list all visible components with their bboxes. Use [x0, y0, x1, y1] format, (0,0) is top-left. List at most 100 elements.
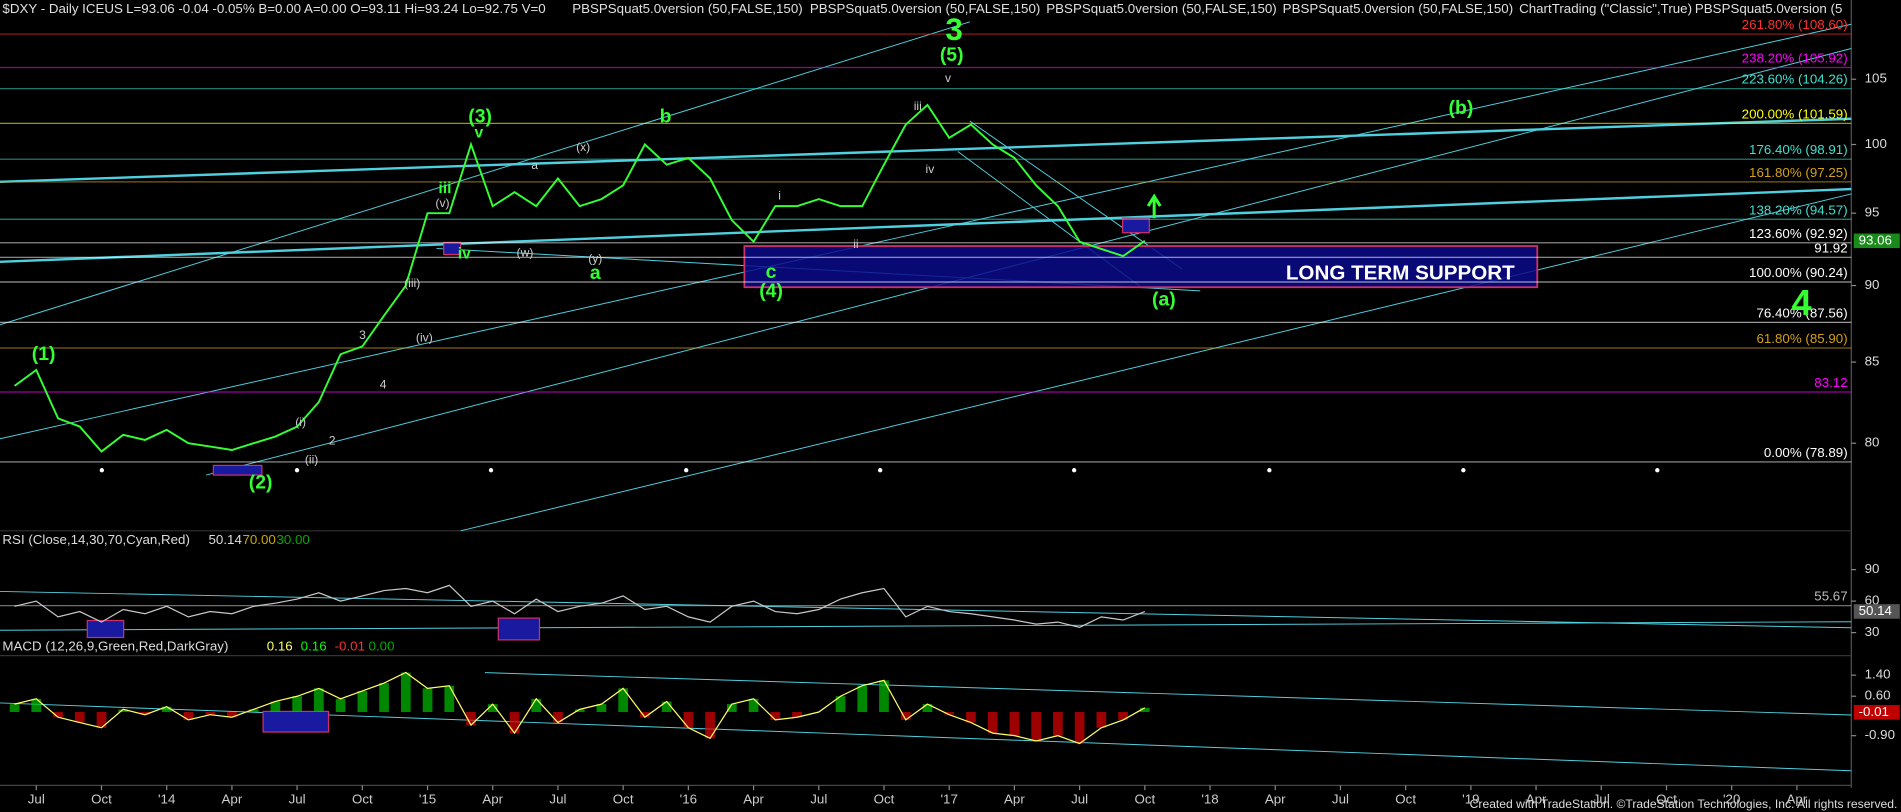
level-label: 123.60% (92.92) [1749, 226, 1848, 241]
y-tick-label: 100 [1865, 136, 1887, 151]
support-zone [743, 245, 1539, 289]
y-tick-label: 1.40 [1865, 667, 1891, 682]
wave-label: (x) [576, 140, 590, 154]
panel-title: RSI (Close,14,30,70,Cyan,Red) [2, 532, 189, 547]
histogram-bar [705, 712, 715, 739]
level-label: 83.12 [1814, 375, 1847, 390]
x-tick-label: Jul [1332, 791, 1349, 806]
wave-label: (a) [1152, 289, 1176, 311]
x-tick-label: Oct [613, 791, 634, 806]
wave-label: (2) [249, 472, 273, 494]
x-tick-label: Oct [1395, 791, 1416, 806]
level-label: 0.00% (78.89) [1764, 445, 1848, 460]
x-tick-label: Jul [289, 791, 306, 806]
wave-label: (b) [1449, 97, 1474, 119]
wave-label: v [475, 124, 484, 141]
histogram-bar [422, 688, 433, 713]
level-label: 223.60% (104.26) [1742, 72, 1848, 87]
wave-label: (i) [295, 415, 306, 429]
y-tick-label: 0.60 [1865, 688, 1891, 703]
x-tick-label: Apr [1526, 791, 1547, 806]
study: PBSPSquat5.0version (50,FALSE,150) [810, 1, 1040, 16]
wave-label: b [660, 106, 672, 128]
wave-label: (1) [32, 343, 56, 365]
histogram-bar [118, 709, 129, 713]
wave-label: ii [853, 237, 858, 251]
y-tick-label: 90 [1865, 277, 1880, 292]
x-tick-label: Jul [1593, 791, 1610, 806]
y-tick-label: -0.90 [1865, 727, 1895, 742]
histogram-bar [400, 672, 411, 713]
level-label: 55.67 [1814, 589, 1847, 604]
wave-label: 4 [1791, 282, 1812, 323]
readout: -0.01 [335, 639, 365, 654]
x-tick-label: '19 [1462, 791, 1479, 806]
x-tick-label: Apr [1787, 791, 1808, 806]
histogram-bar [9, 704, 20, 713]
histogram-bar [531, 698, 542, 713]
histogram-bar [726, 704, 737, 713]
footer: Created with TradeStation. ©TradeStation… [1470, 797, 1898, 811]
histogram-bar [96, 712, 107, 728]
histogram-bar [487, 704, 498, 713]
series-line [14, 671, 1146, 745]
level-label: 76.40% (87.56) [1756, 305, 1847, 320]
wave-label: (v) [435, 196, 449, 210]
histogram-bar [661, 701, 672, 713]
x-tick-label: Apr [743, 791, 764, 806]
wave-label: iii [438, 180, 451, 197]
study: PBSPSquat5.0version (50,FALSE,150) [1283, 1, 1513, 16]
histogram-bar [509, 712, 520, 734]
level-label: 161.80% (97.25) [1749, 165, 1848, 180]
histogram-bar [857, 685, 868, 713]
x-tick-label: Jul [1071, 791, 1088, 806]
quote: L=93.06 -0.04 -0.05% B=0.00 A=0.00 O=93.… [126, 1, 546, 16]
level-label: 91.92 [1814, 240, 1847, 255]
y-tick-label: 90 [1865, 561, 1880, 576]
x-tick-label: Oct [91, 791, 112, 806]
x-tick-label: '17 [941, 791, 958, 806]
histogram-bar [748, 698, 759, 713]
current-value: 50.14 [1859, 603, 1893, 618]
histogram-bar [640, 712, 650, 718]
y-tick-label: 80 [1865, 435, 1880, 450]
highlight-box [262, 710, 330, 733]
level-label: 176.40% (98.91) [1749, 142, 1848, 157]
y-tick-label: 60 [1865, 593, 1880, 608]
readout: 0.16 [301, 639, 327, 654]
histogram-bar [574, 709, 585, 713]
wave-label: i [778, 189, 781, 203]
x-tick-label: Jul [810, 791, 827, 806]
series-line [14, 584, 1146, 628]
x-tick-label: Jul [28, 791, 45, 806]
histogram-bar [161, 706, 172, 713]
x-tick-label: Oct [874, 791, 895, 806]
study: PBSPSquat5.0version (50,FALSE,150) [1046, 1, 1276, 16]
wave-label: a [590, 262, 601, 284]
histogram-bar [357, 690, 368, 713]
wave-label: iv [458, 246, 471, 263]
x-tick-label: Oct [1656, 791, 1677, 806]
study: PBSPSquat5.0version (5 [1695, 1, 1842, 16]
histogram-bar [683, 712, 694, 728]
y-tick-label: 30 [1865, 624, 1880, 639]
histogram-bar [379, 683, 389, 713]
level-label: 100.00% (90.24) [1749, 265, 1848, 280]
x-tick-label: Apr [1265, 791, 1286, 806]
histogram-bar [444, 685, 455, 713]
histogram-bar [1139, 707, 1150, 713]
wave-label: (iii) [404, 276, 420, 290]
wave-label: 4 [380, 378, 387, 392]
highlight-box [1122, 217, 1150, 234]
readout: 30.00 [276, 532, 309, 547]
x-tick-label: '20 [1723, 791, 1740, 806]
current-value-box [1853, 604, 1900, 619]
histogram-bar [835, 696, 846, 713]
wave-label: (5) [940, 44, 964, 66]
histogram-bar [879, 680, 889, 713]
wave-label: 2 [329, 433, 336, 447]
highlight-box [497, 617, 541, 641]
panel-title: MACD (12,26,9,Green,Red,DarkGray) [2, 639, 228, 654]
histogram-bar [31, 698, 42, 713]
